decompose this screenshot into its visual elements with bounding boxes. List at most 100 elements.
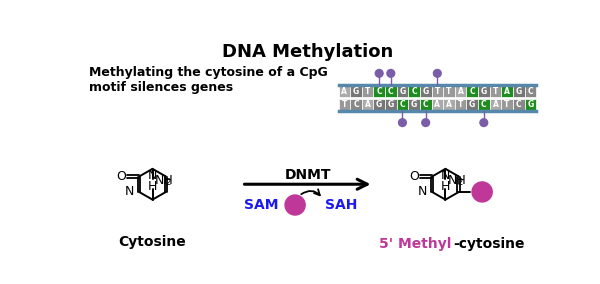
Text: T: T: [365, 87, 370, 96]
Text: Methylating the cytosine of a CpG
motif silences genes: Methylating the cytosine of a CpG motif …: [89, 66, 328, 94]
Bar: [478, 86, 490, 97]
Text: M: M: [377, 71, 382, 76]
Bar: [338, 86, 350, 97]
Text: C: C: [469, 87, 475, 96]
Bar: [443, 86, 455, 97]
Bar: [455, 86, 466, 97]
Text: C: C: [516, 100, 521, 109]
Text: CH₃: CH₃: [285, 200, 305, 210]
Text: M: M: [400, 120, 405, 125]
Text: N: N: [441, 169, 450, 182]
Bar: [350, 86, 362, 97]
Bar: [408, 99, 420, 110]
Text: G: G: [353, 87, 359, 96]
Text: T: T: [446, 87, 452, 96]
Text: G: G: [376, 100, 382, 109]
Bar: [338, 99, 350, 110]
Text: M: M: [388, 71, 394, 76]
Text: A: A: [365, 100, 371, 109]
Bar: [420, 99, 431, 110]
Text: G: G: [411, 100, 417, 109]
Bar: [362, 99, 373, 110]
Text: O: O: [409, 170, 419, 183]
Text: NH: NH: [155, 174, 173, 187]
Bar: [524, 99, 536, 110]
Text: CH₃: CH₃: [472, 187, 492, 197]
Text: C: C: [388, 87, 394, 96]
Bar: [397, 99, 408, 110]
Text: H: H: [148, 180, 157, 193]
Text: N: N: [148, 169, 157, 182]
Text: T: T: [434, 87, 440, 96]
Text: A: A: [434, 100, 440, 109]
Text: A: A: [493, 100, 499, 109]
Bar: [466, 86, 478, 97]
Text: A: A: [341, 87, 347, 96]
Text: N: N: [418, 185, 427, 199]
Bar: [420, 86, 431, 97]
Bar: [362, 86, 373, 97]
Bar: [466, 99, 478, 110]
Text: T: T: [458, 100, 463, 109]
Circle shape: [387, 70, 395, 77]
Text: G: G: [527, 100, 533, 109]
Text: C: C: [376, 87, 382, 96]
Text: 2: 2: [458, 178, 463, 187]
Bar: [501, 99, 513, 110]
Text: T: T: [505, 100, 510, 109]
Text: SAM: SAM: [244, 198, 278, 212]
Text: A: A: [504, 87, 510, 96]
Text: T: T: [493, 87, 498, 96]
Circle shape: [433, 70, 441, 77]
Text: C: C: [411, 87, 417, 96]
Text: DNMT: DNMT: [284, 168, 331, 182]
Text: G: G: [469, 100, 475, 109]
Text: M: M: [423, 120, 428, 125]
Text: O: O: [116, 170, 126, 183]
Text: C: C: [423, 100, 428, 109]
Text: A: A: [446, 100, 452, 109]
Text: H: H: [441, 180, 450, 193]
Text: G: G: [388, 100, 394, 109]
Bar: [490, 86, 501, 97]
Bar: [431, 99, 443, 110]
Bar: [431, 86, 443, 97]
Bar: [513, 86, 524, 97]
Bar: [397, 86, 408, 97]
Bar: [478, 99, 490, 110]
Circle shape: [285, 195, 305, 215]
Bar: [385, 99, 397, 110]
Text: 5' Methyl: 5' Methyl: [379, 237, 452, 250]
Circle shape: [376, 70, 383, 77]
Text: M: M: [481, 120, 487, 125]
Text: G: G: [481, 87, 487, 96]
Text: T: T: [341, 100, 347, 109]
Bar: [385, 86, 397, 97]
Circle shape: [422, 119, 430, 126]
Bar: [408, 86, 420, 97]
Text: C: C: [353, 100, 359, 109]
Text: 2: 2: [165, 178, 170, 187]
Text: N: N: [125, 185, 134, 199]
Bar: [524, 86, 536, 97]
Bar: [443, 99, 455, 110]
Text: DNA Methylation: DNA Methylation: [222, 43, 393, 61]
Bar: [455, 99, 466, 110]
Bar: [373, 86, 385, 97]
Circle shape: [472, 182, 492, 202]
Bar: [501, 86, 513, 97]
Bar: [490, 99, 501, 110]
Text: -cytosine: -cytosine: [453, 237, 525, 250]
Text: A: A: [458, 87, 464, 96]
Text: G: G: [400, 87, 406, 96]
Text: C: C: [400, 100, 405, 109]
Bar: [373, 99, 385, 110]
Bar: [350, 99, 362, 110]
Text: G: G: [515, 87, 522, 96]
Text: G: G: [422, 87, 429, 96]
Bar: [513, 99, 524, 110]
Text: NH: NH: [448, 174, 467, 187]
Text: SAH: SAH: [325, 198, 357, 212]
Text: M: M: [435, 71, 440, 76]
Circle shape: [480, 119, 488, 126]
